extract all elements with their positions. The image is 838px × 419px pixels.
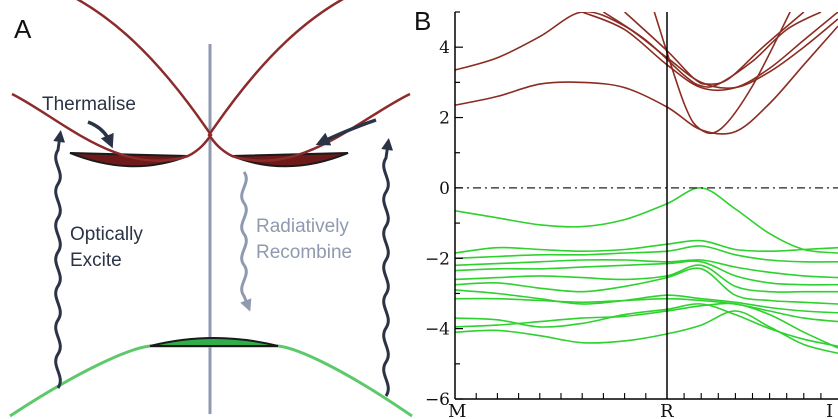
- radiatively-recombine-label-line1: Radiatively: [256, 216, 349, 237]
- valence-band-line: [455, 239, 838, 254]
- optically-excite-label-line2: Excite: [70, 250, 122, 271]
- kpoint-label: I: [826, 401, 833, 419]
- radiative-recombine-arrow: [240, 171, 252, 312]
- valence-band-line: [455, 187, 838, 254]
- kpoint-label: M: [448, 401, 466, 419]
- y-tick-label: 4: [439, 38, 450, 58]
- thermalise-arrow-right: [315, 118, 377, 146]
- conduction-band-line: [653, 12, 791, 135]
- conduction-band-left: [11, 0, 213, 162]
- valence-band-line: [455, 302, 838, 349]
- y-tick-label: 2: [439, 109, 450, 129]
- thermalise-arrow-left: [87, 120, 114, 149]
- valence-band-line: [455, 303, 838, 347]
- y-tick-label: −6: [425, 390, 450, 410]
- conduction-band-line: [602, 12, 822, 88]
- panel-b: B 4 2 0 −2 −4 −6M R I: [414, 6, 838, 419]
- band-structure-axes: 4 2 0 −2 −4 −6M R I: [425, 11, 838, 419]
- conduction-band-line: [455, 12, 838, 90]
- electron-pocket-right: [231, 152, 349, 168]
- y-tick-label: −2: [425, 249, 450, 269]
- valence-band-line: [455, 310, 838, 355]
- conduction-band-line: [581, 12, 838, 92]
- panel-a: A Thermalise Optically Excite Radiativel…: [9, 0, 413, 418]
- radiatively-recombine-label-line2: Recombine: [256, 242, 352, 263]
- panel-a-letter: A: [14, 14, 32, 44]
- optically-excite-arrow-right: [381, 138, 394, 397]
- conduction-band-right: [207, 0, 411, 162]
- hole-pocket: [149, 337, 279, 347]
- panel-b-letter: B: [414, 6, 431, 36]
- optically-excite-label-line1: Optically: [70, 224, 143, 245]
- kpoint-label: R: [660, 401, 674, 419]
- optically-excite-arrow-left: [53, 130, 66, 389]
- thermalise-label: Thermalise: [42, 94, 136, 115]
- conduction-band-line: [624, 12, 805, 85]
- y-tick-label: −4: [425, 320, 450, 340]
- band-structure-lines: [455, 12, 838, 355]
- y-tick-label: 0: [439, 179, 450, 199]
